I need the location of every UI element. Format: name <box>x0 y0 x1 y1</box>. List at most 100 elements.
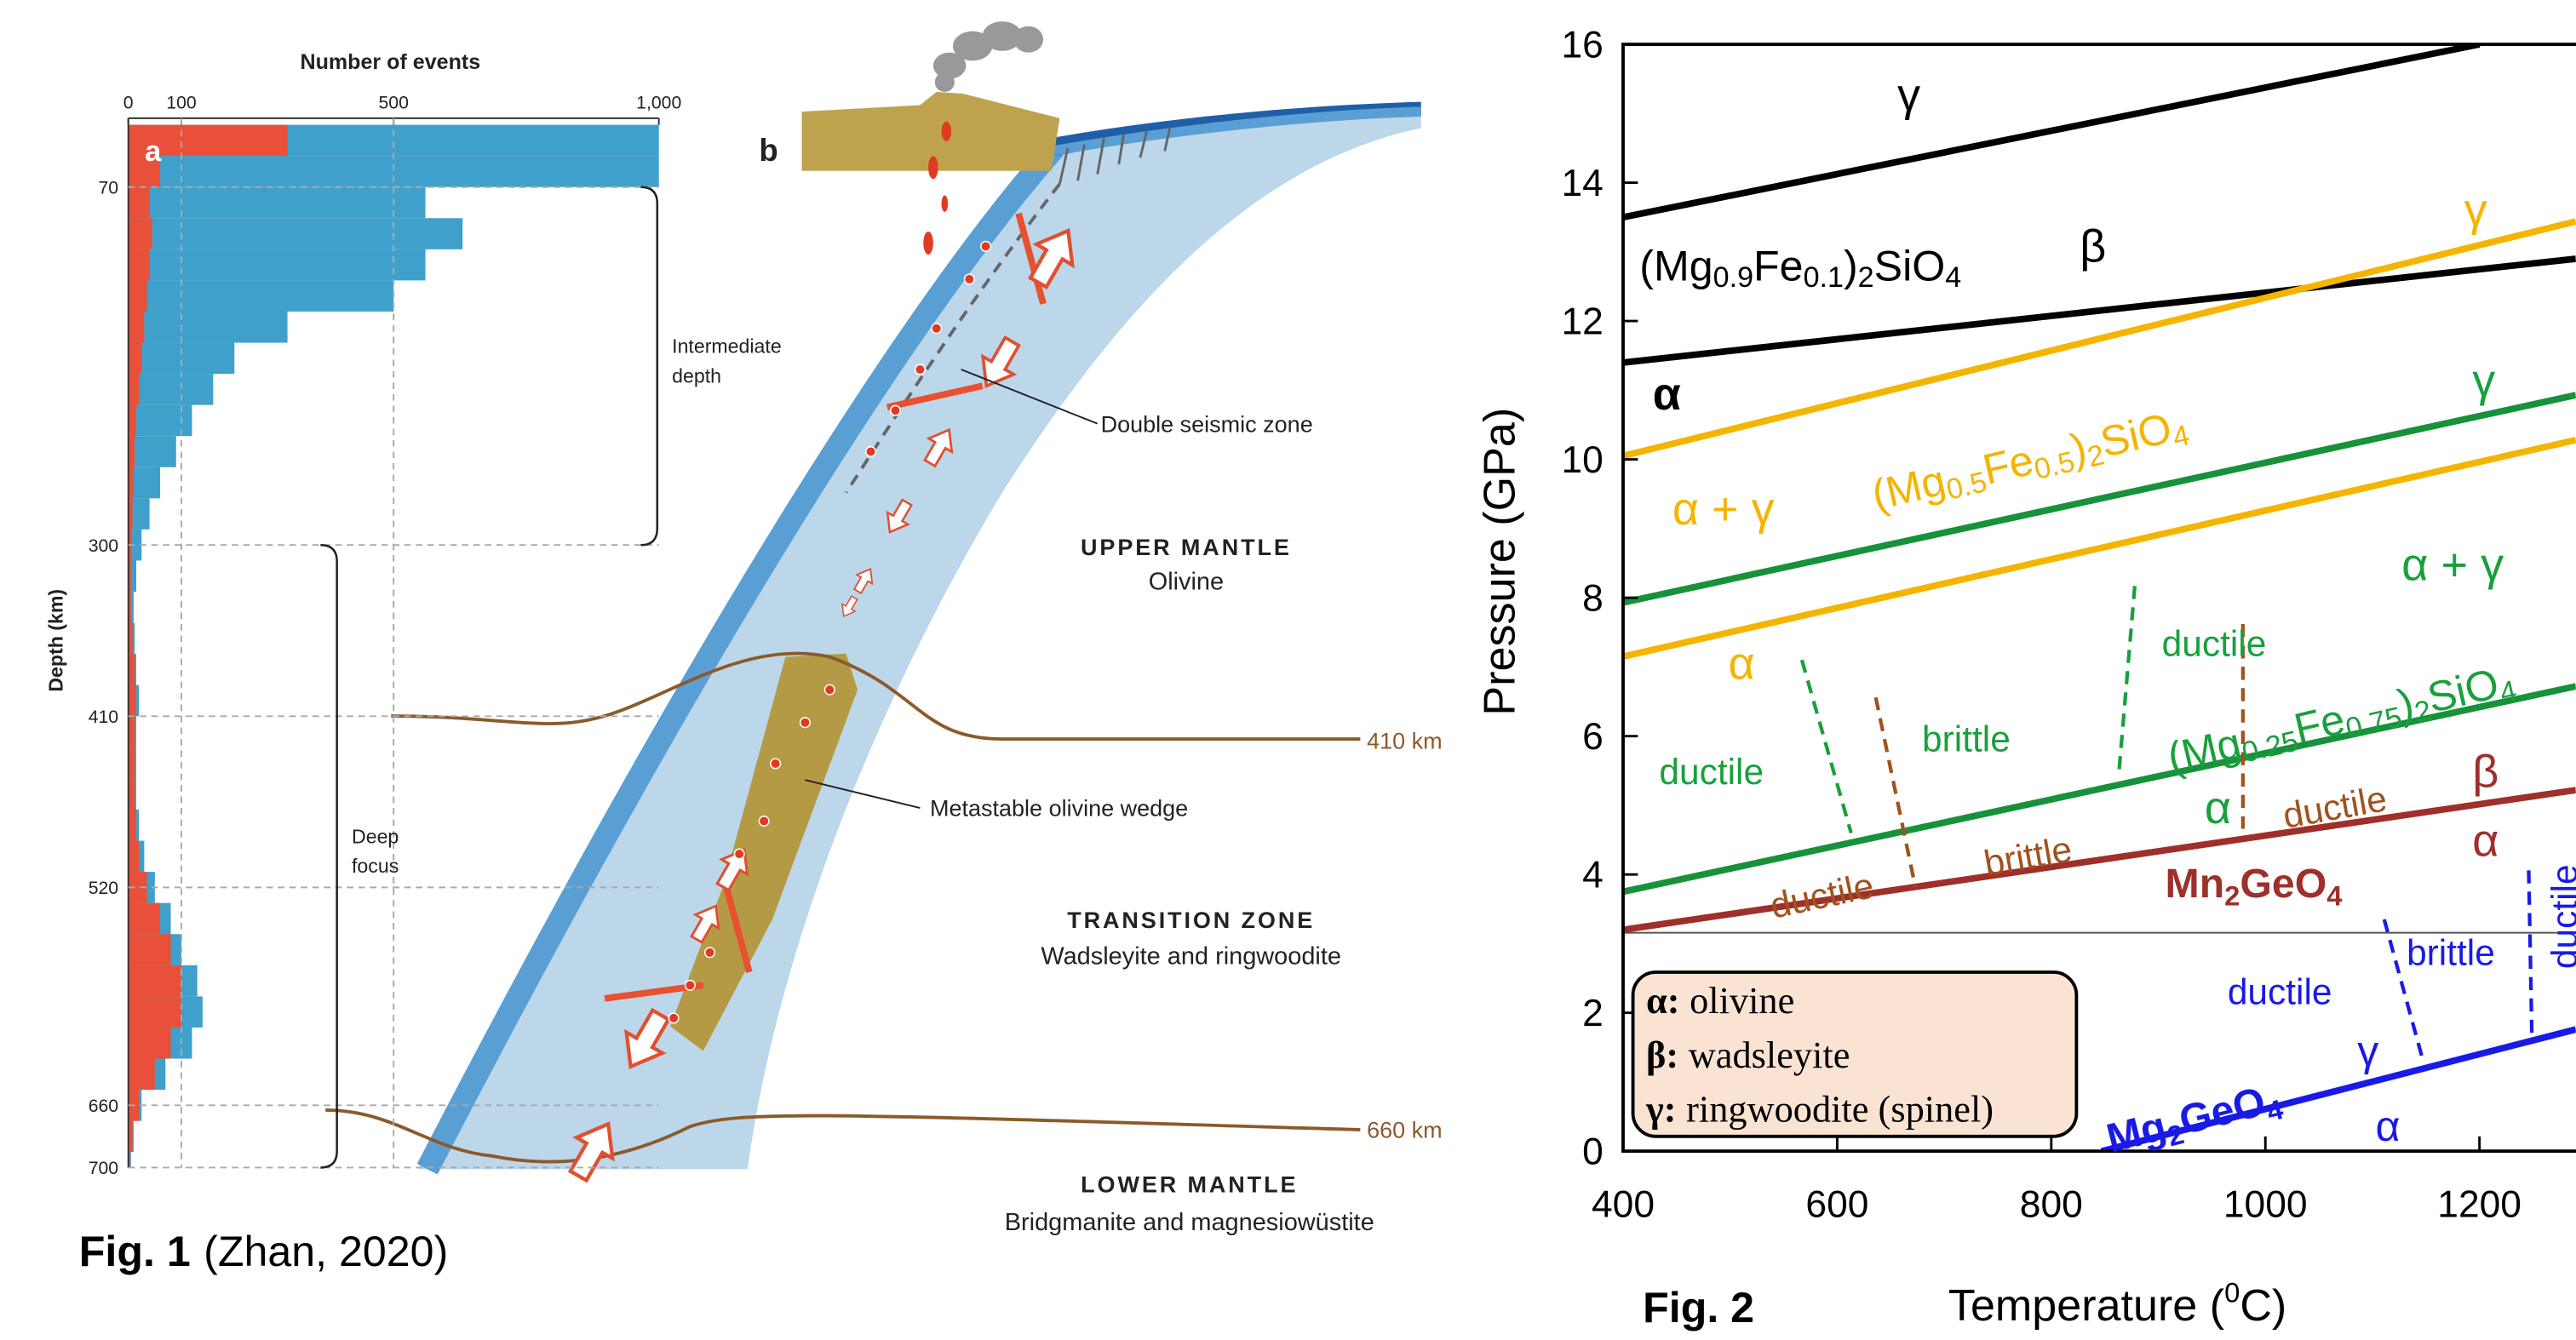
formula: (Mg0.9Fe0.1)2SiO4 <box>1639 242 1961 294</box>
formula: (Mg0.5Fe0.5)2SiO4 <box>1867 400 2193 523</box>
axis-title-sup: 0 <box>2224 1277 2240 1309</box>
bar <box>129 343 235 375</box>
y-tick-label: 2 <box>1582 993 1604 1034</box>
bar <box>129 280 147 312</box>
annotation: Double seismic zone <box>1101 411 1313 437</box>
layer-mineral: Olivine <box>1149 568 1224 595</box>
formula-subscript: 4 <box>2326 879 2343 911</box>
annotation: β <box>2472 747 2499 798</box>
annotation: α <box>2375 1102 2400 1150</box>
formula: (Mg0.25Fe0.75)2SiO4 <box>2163 656 2520 785</box>
legend-text: wadsleyite <box>1689 1034 1850 1076</box>
bar <box>129 156 659 187</box>
annotation: γ <box>2472 356 2495 407</box>
phase-boundary <box>1876 697 1916 887</box>
panel-label: a <box>145 135 162 168</box>
layer-title: TRANSITION ZONE <box>1067 908 1315 933</box>
y-tick-label: 8 <box>1582 578 1604 620</box>
panel-label: b <box>759 133 777 168</box>
x-tick-label: 1,000 <box>636 93 681 112</box>
axis-title: Depth (km) <box>45 589 67 692</box>
y-tick-label: 70 <box>99 178 119 198</box>
annotation: brittle <box>1922 719 2011 759</box>
bar <box>129 249 150 281</box>
formula-part: GeO <box>2240 861 2326 907</box>
layer-title: UPPER MANTLE <box>1081 535 1292 560</box>
formula-part: ) <box>1844 242 1858 289</box>
formula-part: (Mg <box>1639 242 1713 289</box>
bar <box>129 778 135 810</box>
phase-boundary <box>2528 870 2532 1038</box>
formula-part: SiO <box>2423 660 2503 722</box>
x-tick-label: 1200 <box>2437 1183 2521 1225</box>
caption-label: Fig. 1 <box>79 1228 191 1275</box>
annotation: brittle <box>2407 932 2495 972</box>
formula-part: SiO <box>1874 242 1946 289</box>
annotation: α <box>2205 782 2231 833</box>
y-tick-label: 660 <box>89 1097 118 1116</box>
formula-part: Fe <box>1753 242 1804 289</box>
annotation: β <box>2080 220 2106 272</box>
annotation: ductile <box>1767 865 1878 925</box>
bar <box>129 996 181 1028</box>
x-tick-label: 800 <box>2020 1183 2083 1225</box>
bar <box>129 249 426 281</box>
bracket-label: depth <box>672 364 721 387</box>
formula-subscript: 0.1 <box>1804 261 1844 294</box>
formula-part: (Mg <box>1867 456 1950 519</box>
axis-title-part: C) <box>2240 1281 2286 1331</box>
phase-boundary <box>1623 44 2480 217</box>
formula-part: Fe <box>1978 436 2038 494</box>
bar <box>129 374 139 405</box>
slab <box>419 105 1421 1169</box>
legend-symbol: α: <box>1646 979 1680 1022</box>
formula-part: Mg <box>2103 1103 2172 1162</box>
bar <box>129 810 136 841</box>
x-tick-label: 600 <box>1805 1183 1868 1225</box>
x-tick-label: 1000 <box>2223 1183 2308 1225</box>
y-tick-label: 14 <box>1562 163 1604 204</box>
bracket <box>320 545 336 1167</box>
bar <box>129 312 288 343</box>
phase-boundary <box>2119 586 2135 775</box>
y-tick-label: 4 <box>1582 855 1604 896</box>
boundary-label: 660 km <box>1367 1118 1443 1143</box>
figure-page: b Double seismic zone UPPER MANTLE Olivi… <box>0 0 2576 1340</box>
legend-text: olivine <box>1690 979 1794 1022</box>
bar <box>129 187 426 219</box>
formula-subscript: 0.5 <box>1943 466 1990 507</box>
x-tick-label: 100 <box>166 93 196 112</box>
annotation: ductile <box>1659 752 1764 792</box>
bar <box>129 685 136 717</box>
x-tick-label: 0 <box>123 93 134 112</box>
annotation: γ <box>2357 1028 2378 1075</box>
formula-subscript: 2 <box>2224 879 2240 911</box>
bar <box>129 654 135 685</box>
annotation: α + γ <box>1672 484 1775 535</box>
y-tick-label: 0 <box>1582 1131 1604 1173</box>
annotation: ductile <box>2544 864 2576 969</box>
boundary-label: 410 km <box>1367 729 1443 754</box>
bar <box>129 218 463 249</box>
annotation: Metastable olivine wedge <box>930 796 1188 822</box>
y-tick-label: 16 <box>1562 25 1604 66</box>
bar <box>129 716 135 747</box>
formula-part: GeO <box>2175 1079 2270 1144</box>
annotation: brittle <box>1981 828 2074 883</box>
bracket <box>641 187 657 545</box>
axis-title-part: Temperature ( <box>1948 1281 2225 1331</box>
bar <box>129 436 176 467</box>
formula-subscript: 0.25 <box>2239 724 2301 769</box>
bracket-label: Intermediate <box>672 335 782 358</box>
y-tick-label: 6 <box>1582 716 1604 758</box>
figure-caption: Fig. 2 <box>1643 1284 1754 1331</box>
formula-part: (Mg <box>2163 719 2246 782</box>
y-tick-label: 520 <box>89 879 118 898</box>
y-tick-label: 700 <box>89 1159 118 1178</box>
bar <box>129 841 139 873</box>
axis-title: Number of events <box>301 50 481 74</box>
formula-subscript: 0.5 <box>2031 445 2078 486</box>
smoke <box>933 21 1043 92</box>
formula-subscript: 4 <box>1945 261 1961 294</box>
